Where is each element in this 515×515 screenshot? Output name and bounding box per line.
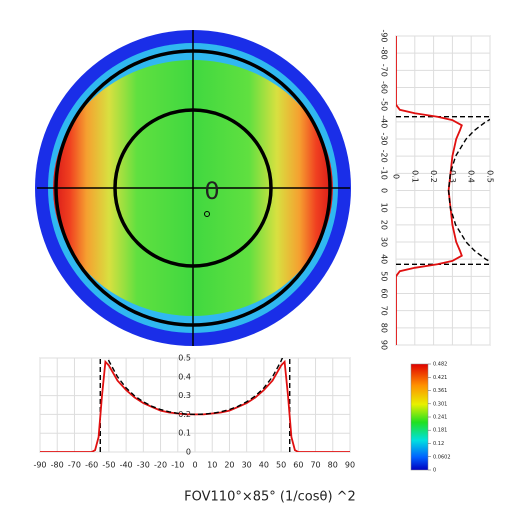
profile-line bbox=[40, 359, 350, 452]
x-tick-label: 20 bbox=[224, 461, 234, 470]
y-tick-label: -30 bbox=[380, 132, 389, 145]
colorbar-label: 0.301 bbox=[433, 401, 447, 407]
x-tick-label: 0.4 bbox=[467, 170, 476, 183]
x-tick-label: -70 bbox=[68, 461, 81, 470]
x-tick-label: 70 bbox=[310, 461, 320, 470]
y-tick-label: 70 bbox=[380, 306, 389, 316]
y-tick-label: -90 bbox=[380, 29, 389, 42]
colorbar-label: 0 bbox=[433, 468, 436, 474]
profile-line bbox=[106, 358, 284, 416]
y-tick-label: 80 bbox=[380, 323, 389, 333]
y-tick-label: -20 bbox=[380, 150, 389, 163]
x-tick-label: 0 bbox=[392, 174, 401, 179]
colorbar-label: 0.0602 bbox=[433, 454, 451, 460]
x-tick-label: 0.5 bbox=[486, 170, 495, 183]
y-tick-label: 40 bbox=[380, 254, 389, 264]
x-tick-label: 0.1 bbox=[410, 170, 419, 183]
center-marker bbox=[204, 211, 210, 217]
y-tick-label: 0.5 bbox=[178, 354, 191, 363]
x-tick-label: -40 bbox=[120, 461, 133, 470]
colorbar-scale bbox=[410, 363, 429, 471]
x-tick-label: 60 bbox=[293, 461, 303, 470]
y-tick-label: -40 bbox=[380, 115, 389, 128]
colorbar-label: 0.181 bbox=[433, 428, 447, 434]
y-tick-label: 60 bbox=[380, 288, 389, 298]
y-tick-label: -10 bbox=[380, 167, 389, 180]
x-tick-label: 30 bbox=[242, 461, 252, 470]
y-tick-label: 0.3 bbox=[178, 391, 191, 400]
y-tick-label: -50 bbox=[380, 98, 389, 111]
profile-chart: -90-80-70-60-50-40-30-20-100102030405060… bbox=[380, 29, 495, 350]
x-tick-label: -50 bbox=[102, 461, 115, 470]
map-label: 0 bbox=[204, 177, 219, 205]
y-tick-label: 90 bbox=[380, 340, 389, 350]
caption: FOV110°×85° (1/cosθ) ^2 bbox=[184, 490, 356, 505]
colorbar-label: 0.482 bbox=[433, 362, 447, 368]
y-tick-label: -70 bbox=[380, 64, 389, 77]
colorbar-label: 0.241 bbox=[433, 415, 447, 421]
x-tick-label: 40 bbox=[259, 461, 269, 470]
x-tick-label: -30 bbox=[137, 461, 150, 470]
x-tick-label: 80 bbox=[328, 461, 338, 470]
profile-line bbox=[447, 118, 490, 263]
x-tick-label: 50 bbox=[276, 461, 286, 470]
x-tick-label: 0 bbox=[192, 461, 197, 470]
colorbar-label: 0.421 bbox=[433, 375, 447, 381]
polar-map: 0 bbox=[35, 30, 351, 346]
colorbar-label: 0.361 bbox=[433, 388, 447, 394]
y-tick-label: 0.1 bbox=[178, 429, 191, 438]
y-tick-label: 0.4 bbox=[178, 372, 191, 381]
x-tick-label: -20 bbox=[154, 461, 167, 470]
x-tick-label: -80 bbox=[51, 461, 64, 470]
y-tick-label: 30 bbox=[380, 237, 389, 247]
y-tick-label: 20 bbox=[380, 220, 389, 230]
colorbar-label: 0.12 bbox=[433, 441, 444, 447]
y-tick-label: 0 bbox=[186, 448, 191, 457]
x-tick-label: 0.2 bbox=[429, 170, 438, 183]
y-tick-label: 10 bbox=[380, 203, 389, 213]
x-tick-label: 90 bbox=[345, 461, 355, 470]
x-tick-label: 10 bbox=[207, 461, 217, 470]
colorbar: 0.482 0.421 0.361 0.301 0.241 0.181 0.12 0.0602… bbox=[410, 362, 451, 474]
x-tick-label: 0.3 bbox=[448, 170, 457, 183]
y-tick-label: 50 bbox=[380, 271, 389, 281]
y-tick-label: -60 bbox=[380, 81, 389, 94]
x-tick-label: -60 bbox=[85, 461, 98, 470]
x-tick-label: -90 bbox=[33, 461, 46, 470]
y-tick-label: -80 bbox=[380, 47, 389, 60]
x-tick-label: -10 bbox=[171, 461, 184, 470]
y-tick-label: 0 bbox=[380, 188, 389, 193]
